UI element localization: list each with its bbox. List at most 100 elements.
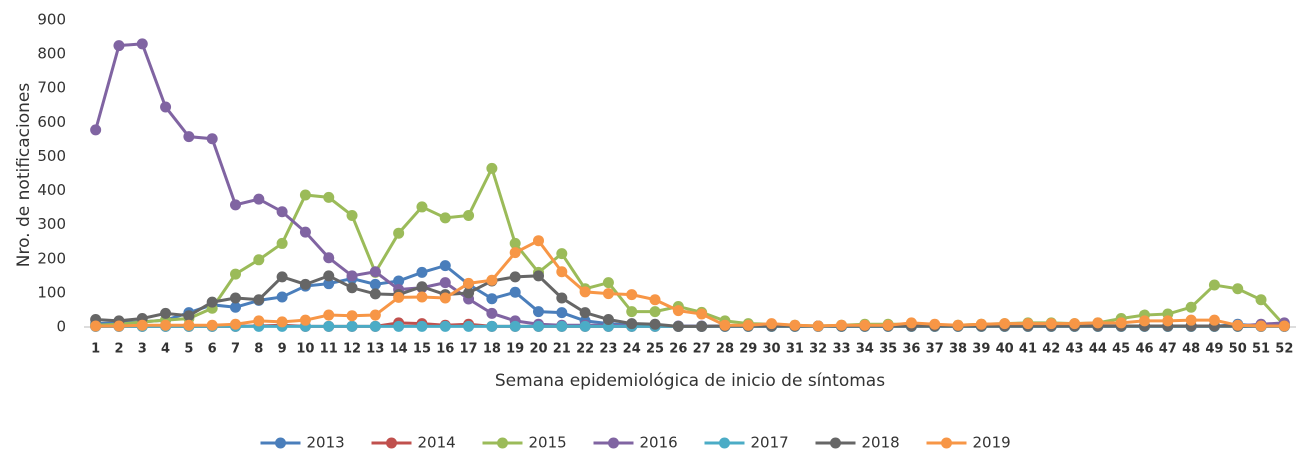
y-tick-label: 300 — [37, 215, 66, 233]
point — [136, 38, 148, 50]
legend-marker — [386, 437, 397, 449]
point — [346, 310, 358, 322]
point — [416, 291, 428, 303]
point — [1069, 318, 1081, 330]
x-tick-label: 35 — [879, 342, 897, 357]
x-tick-label: 47 — [1159, 342, 1177, 357]
point — [299, 314, 311, 326]
point — [369, 278, 381, 290]
y-tick-label: 600 — [37, 113, 66, 131]
point — [323, 191, 335, 203]
point — [929, 318, 941, 330]
legend-marker — [941, 437, 952, 449]
point — [579, 307, 591, 319]
point — [393, 227, 405, 239]
x-tick-label: 45 — [1112, 342, 1130, 357]
point — [1139, 315, 1150, 327]
legend-marker — [608, 437, 619, 449]
point — [905, 317, 917, 329]
point — [579, 286, 591, 298]
point — [486, 307, 498, 319]
point — [136, 319, 148, 331]
point — [602, 288, 614, 300]
x-tick-label: 24 — [623, 342, 641, 357]
point — [556, 307, 568, 319]
point — [439, 320, 451, 332]
point — [463, 277, 475, 289]
point — [160, 319, 172, 331]
point — [672, 305, 684, 317]
legend-marker — [830, 437, 841, 449]
point — [1185, 314, 1197, 326]
point — [230, 301, 241, 313]
point — [113, 320, 125, 332]
point — [276, 316, 288, 328]
x-tick-label: 16 — [436, 342, 454, 357]
point — [393, 275, 405, 287]
x-tick-label: 36 — [902, 342, 920, 357]
x-tick-label: 13 — [366, 342, 384, 357]
point — [206, 296, 218, 308]
x-tick-label: 22 — [576, 342, 594, 357]
point — [346, 320, 358, 332]
x-tick-label: 52 — [1275, 342, 1293, 357]
y-tick-label: 700 — [37, 79, 66, 97]
y-tick-label: 400 — [37, 181, 66, 199]
point — [323, 309, 335, 321]
point — [789, 319, 801, 331]
x-tick-label: 5 — [184, 342, 193, 357]
legend-label: 2019 — [973, 434, 1011, 452]
point — [533, 270, 544, 282]
series-line — [95, 274, 1285, 328]
x-axis-label: Semana epidemiológica de inicio de sínto… — [495, 371, 885, 391]
point — [299, 189, 311, 201]
x-tick-label: 33 — [832, 342, 850, 357]
point — [1162, 315, 1174, 327]
x-tick-label: 39 — [972, 342, 990, 357]
point — [90, 320, 102, 332]
x-tick-label: 8 — [254, 342, 263, 357]
point — [486, 162, 498, 174]
point — [1115, 317, 1127, 329]
x-tick-label: 17 — [460, 342, 478, 357]
point — [206, 133, 218, 145]
x-tick-label: 37 — [926, 342, 944, 357]
x-tick-label: 11 — [320, 342, 338, 357]
point — [602, 277, 614, 289]
x-tick-label: 6 — [208, 342, 217, 357]
point — [859, 319, 871, 331]
x-tick-label: 38 — [949, 342, 967, 357]
legend-label: 2015 — [529, 434, 567, 452]
point — [556, 320, 568, 332]
point — [346, 270, 358, 282]
point — [509, 237, 521, 249]
x-tick-label: 4 — [161, 342, 170, 357]
point — [323, 270, 335, 282]
point — [439, 292, 451, 304]
x-tick-label: 7 — [231, 342, 240, 357]
point — [1208, 279, 1220, 291]
point — [626, 289, 638, 301]
legend-marker — [275, 437, 286, 449]
x-tick-label: 44 — [1089, 342, 1107, 357]
point — [1255, 320, 1267, 332]
point — [486, 320, 498, 332]
point — [369, 309, 381, 321]
point — [556, 292, 568, 304]
x-tick-label: 51 — [1252, 342, 1270, 357]
point — [463, 320, 475, 332]
point — [393, 320, 405, 332]
point — [719, 319, 731, 331]
point — [276, 291, 288, 303]
point — [439, 260, 451, 272]
point — [463, 287, 475, 299]
point — [463, 209, 475, 221]
point — [672, 320, 684, 332]
y-axis-label: Nro. de notificaciones — [14, 83, 34, 268]
x-tick-label: 3 — [138, 342, 147, 357]
legend-label: 2014 — [418, 434, 456, 452]
x-tick-label: 34 — [856, 342, 874, 357]
point — [299, 278, 311, 290]
legend-label: 2013 — [307, 434, 345, 452]
point — [439, 212, 451, 224]
